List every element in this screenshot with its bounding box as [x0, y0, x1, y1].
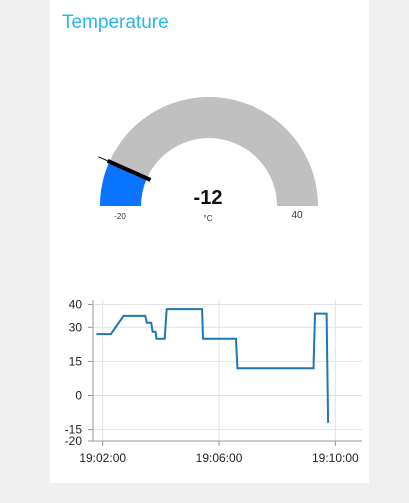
gauge-needle: [106, 159, 152, 182]
temperature-gauge: -12 °C -20 40: [98, 97, 318, 223]
y-tick-label: -15: [65, 423, 83, 437]
gauge-unit: °C: [204, 214, 213, 223]
y-tick-label: 30: [69, 320, 83, 334]
gauge-needle-tail: [98, 156, 108, 162]
gauge-track: [100, 97, 318, 206]
gauge-fill: [100, 161, 147, 206]
gauge-min-label: -20: [114, 212, 126, 221]
chart-grid: [93, 300, 362, 442]
gauge-value: -12: [194, 187, 223, 209]
y-tick-label: 0: [75, 389, 82, 403]
panel-title: Temperature: [62, 12, 169, 33]
y-tick-label: -20: [65, 434, 83, 448]
x-tick-label: 19:10:00: [312, 451, 359, 465]
y-tick-label: 40: [69, 298, 83, 312]
gauge-max-label: 40: [291, 210, 303, 221]
chart-axes: [88, 300, 362, 446]
y-tick-label: 15: [69, 354, 83, 368]
x-tick-label: 19:06:00: [196, 451, 243, 465]
chart-tick-labels: 40 30 15 0 -15-20 19:02:00 19:06:00 19:10:00: [65, 298, 359, 465]
series-line: [96, 308, 330, 423]
x-tick-label: 19:02:00: [79, 451, 126, 465]
